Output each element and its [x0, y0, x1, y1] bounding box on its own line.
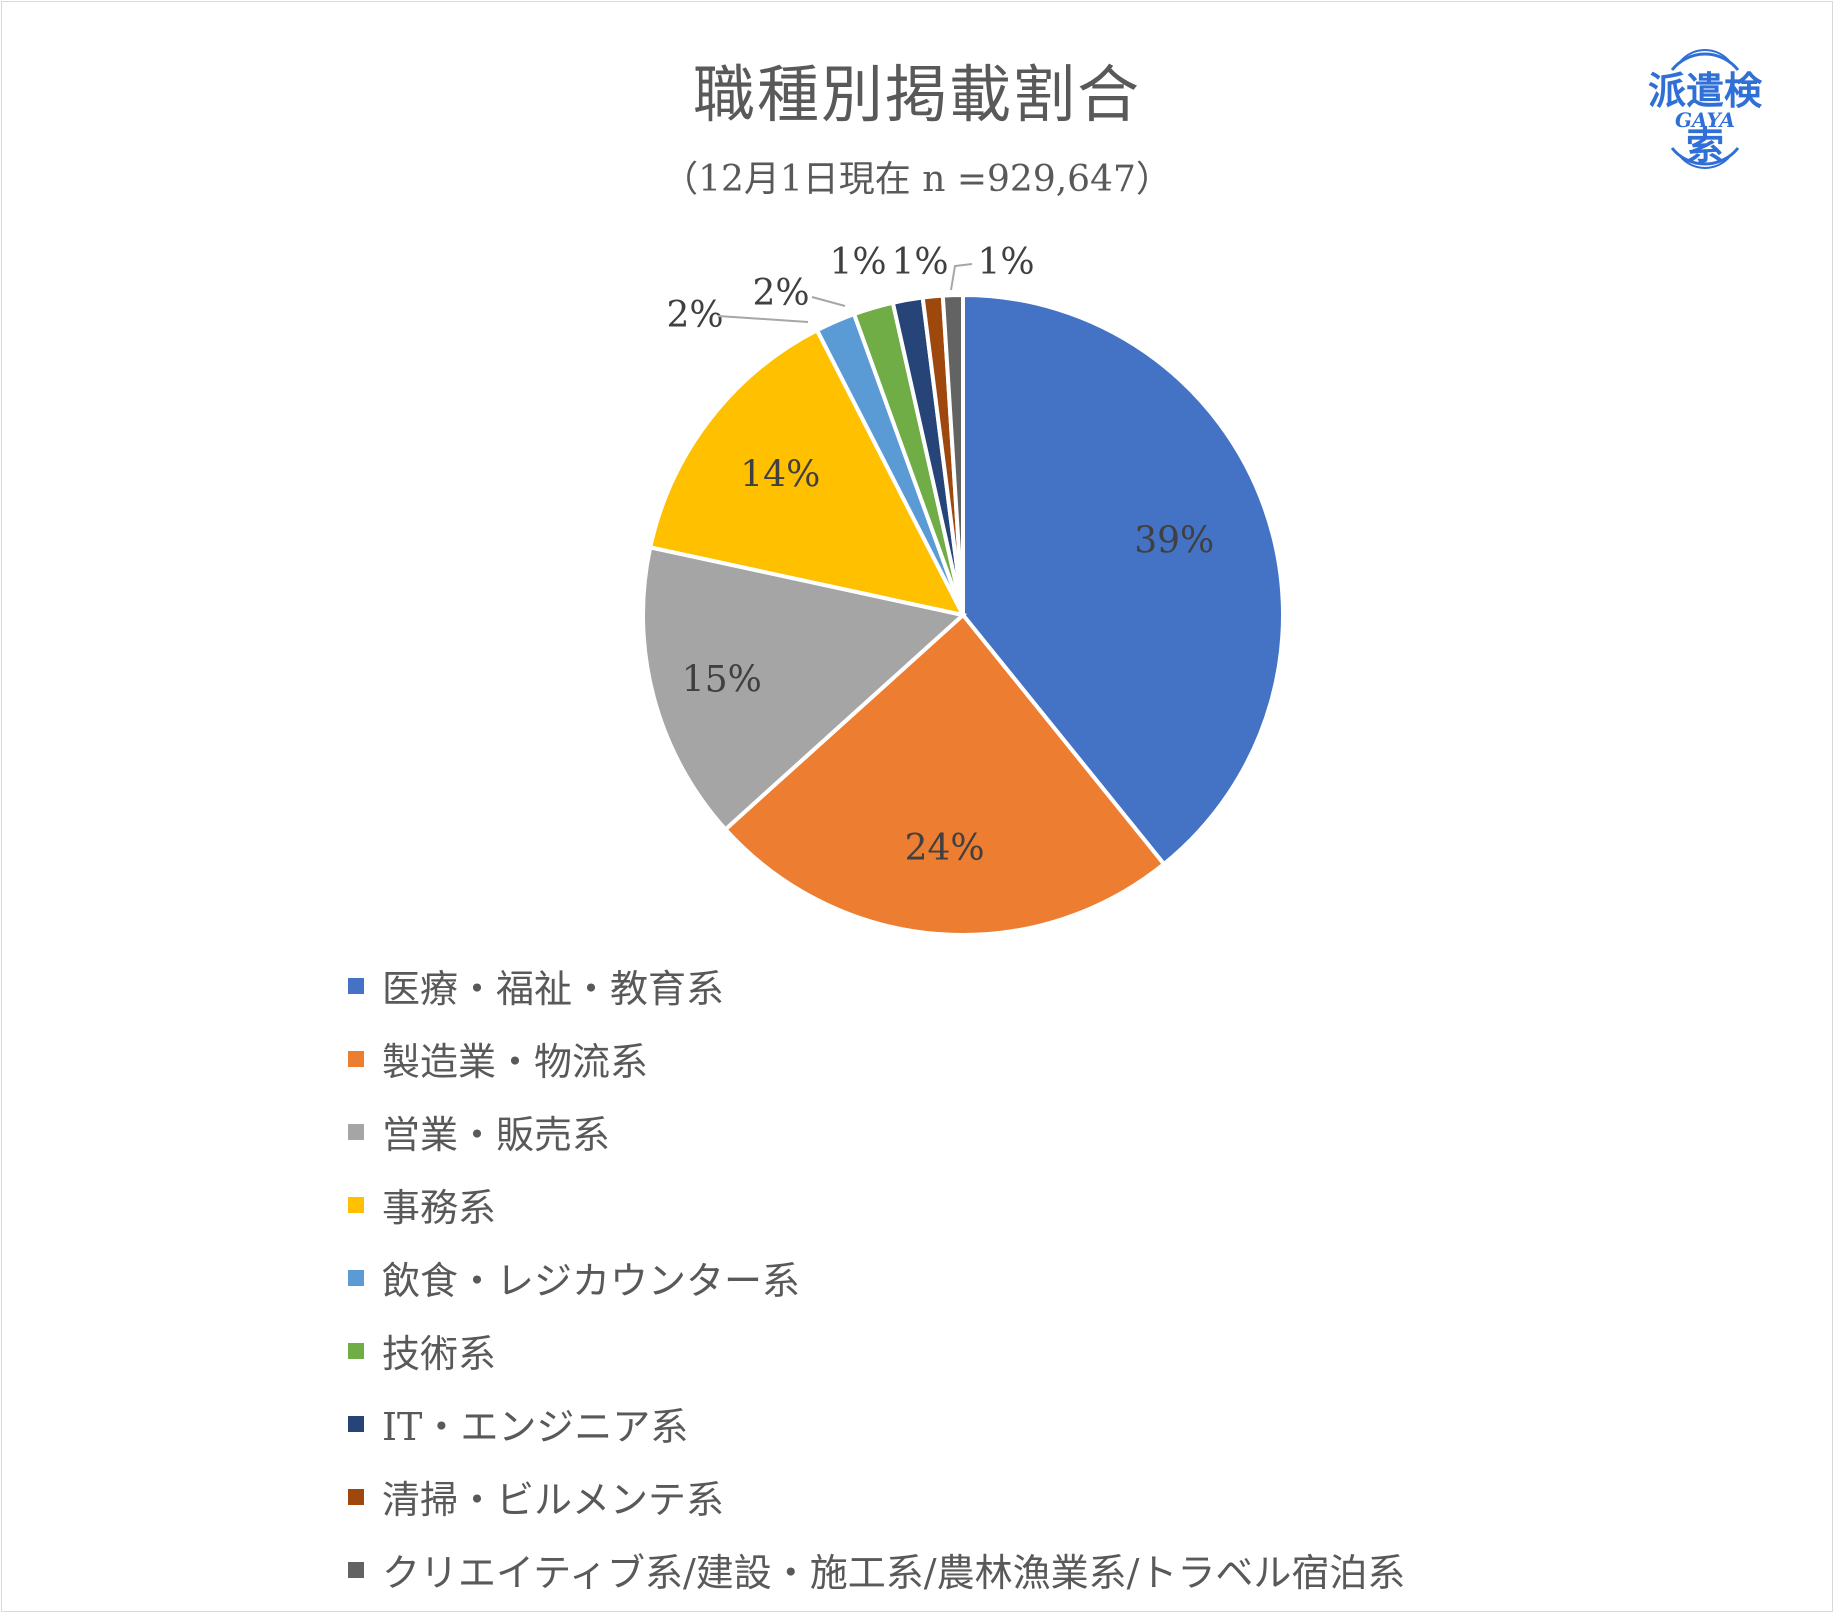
- chart-title: 職種別掲載割合: [692, 58, 1141, 131]
- data-label: 15%: [682, 659, 762, 700]
- brand-logo: 派遣検索 GAYA: [1630, 40, 1780, 170]
- legend-label: クリエイティブ系/建設・施工系/農林漁業系/トラベル宿泊系: [382, 1551, 1406, 1595]
- legend-label: 製造業・物流系: [382, 1040, 649, 1084]
- legend-label: 営業・販売系: [382, 1113, 611, 1157]
- legend-swatch: [348, 1197, 364, 1213]
- data-label: 1%: [891, 242, 948, 283]
- legend-swatch: [348, 1270, 364, 1286]
- logo-text: 派遣検索: [1647, 69, 1762, 168]
- legend-label: 飲食・レジカウンター系: [382, 1259, 801, 1303]
- pie-slice: [961, 292, 1285, 867]
- leader-line: [717, 315, 809, 323]
- chart-subtitle: （12月1日現在 n =929,647）: [662, 159, 1172, 200]
- legend-swatch: [348, 1051, 364, 1067]
- leader-line: [950, 263, 973, 291]
- legend-label: IT・エンジニア系: [382, 1405, 689, 1449]
- leader-line: [811, 296, 846, 307]
- data-label: 14%: [740, 455, 820, 496]
- legend-label: 医療・福祉・教育系: [382, 967, 725, 1011]
- pie-slice: [940, 292, 965, 616]
- data-label: 2%: [666, 295, 723, 336]
- legend-swatch: [348, 1343, 364, 1359]
- pie-slice: [647, 327, 967, 618]
- legend-label: 事務系: [382, 1186, 497, 1230]
- legend-swatch: [348, 1416, 364, 1432]
- data-label: 1%: [829, 242, 886, 283]
- legend-swatch: [348, 1124, 364, 1140]
- pie-slice: [641, 544, 968, 833]
- legend-swatch: [348, 1489, 364, 1505]
- legend-swatch: [348, 1562, 364, 1578]
- legend-label: 清掃・ビルメンテ系: [382, 1478, 725, 1522]
- pie-slice: [722, 612, 1167, 937]
- data-label: 24%: [905, 828, 985, 869]
- data-label: 2%: [752, 273, 809, 314]
- legend-swatch: [348, 978, 364, 994]
- legend-label: 技術系: [382, 1332, 497, 1376]
- data-label: 39%: [1134, 520, 1214, 561]
- data-label: 1%: [977, 242, 1034, 283]
- logo-subtext: GAYA: [1674, 108, 1736, 132]
- logo-arc-icon: [1670, 49, 1740, 169]
